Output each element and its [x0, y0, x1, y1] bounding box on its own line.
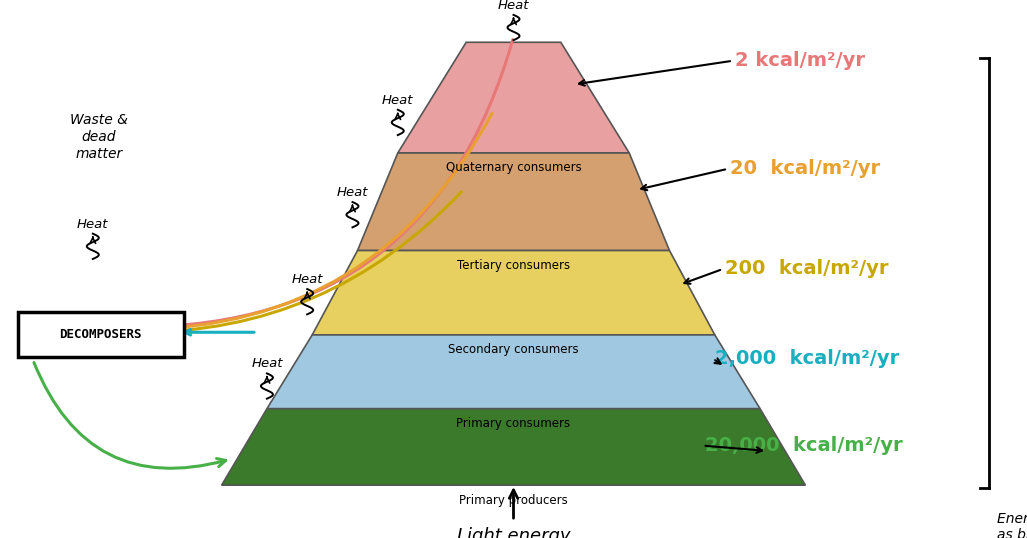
Text: 20,000  kcal/m²/yr: 20,000 kcal/m²/yr [705, 436, 903, 455]
Polygon shape [312, 251, 715, 335]
Text: Light energy: Light energy [457, 527, 570, 538]
Text: Energy stored
as biomass: Energy stored as biomass [996, 512, 1027, 538]
Text: Quaternary consumers: Quaternary consumers [446, 161, 581, 174]
Text: 20  kcal/m²/yr: 20 kcal/m²/yr [730, 159, 880, 178]
Polygon shape [222, 409, 805, 485]
Text: DECOMPOSERS: DECOMPOSERS [60, 328, 142, 342]
Text: Waste &
dead
matter: Waste & dead matter [70, 113, 127, 161]
Text: Tertiary consumers: Tertiary consumers [457, 259, 570, 272]
Text: Primary consumers: Primary consumers [456, 417, 571, 430]
Polygon shape [357, 153, 670, 251]
Text: Secondary consumers: Secondary consumers [448, 343, 579, 356]
Text: Heat: Heat [77, 218, 109, 231]
Text: Heat: Heat [337, 186, 369, 199]
Text: Heat: Heat [292, 273, 322, 286]
Text: 200  kcal/m²/yr: 200 kcal/m²/yr [725, 259, 888, 279]
Polygon shape [397, 43, 630, 153]
Text: Heat: Heat [382, 94, 414, 107]
Text: Heat: Heat [252, 357, 282, 370]
Text: Heat: Heat [498, 0, 529, 12]
Text: 2,000  kcal/m²/yr: 2,000 kcal/m²/yr [715, 349, 899, 368]
FancyBboxPatch shape [17, 313, 184, 357]
Polygon shape [267, 335, 760, 409]
Text: 2 kcal/m²/yr: 2 kcal/m²/yr [735, 51, 865, 70]
Text: Primary producers: Primary producers [459, 493, 568, 507]
